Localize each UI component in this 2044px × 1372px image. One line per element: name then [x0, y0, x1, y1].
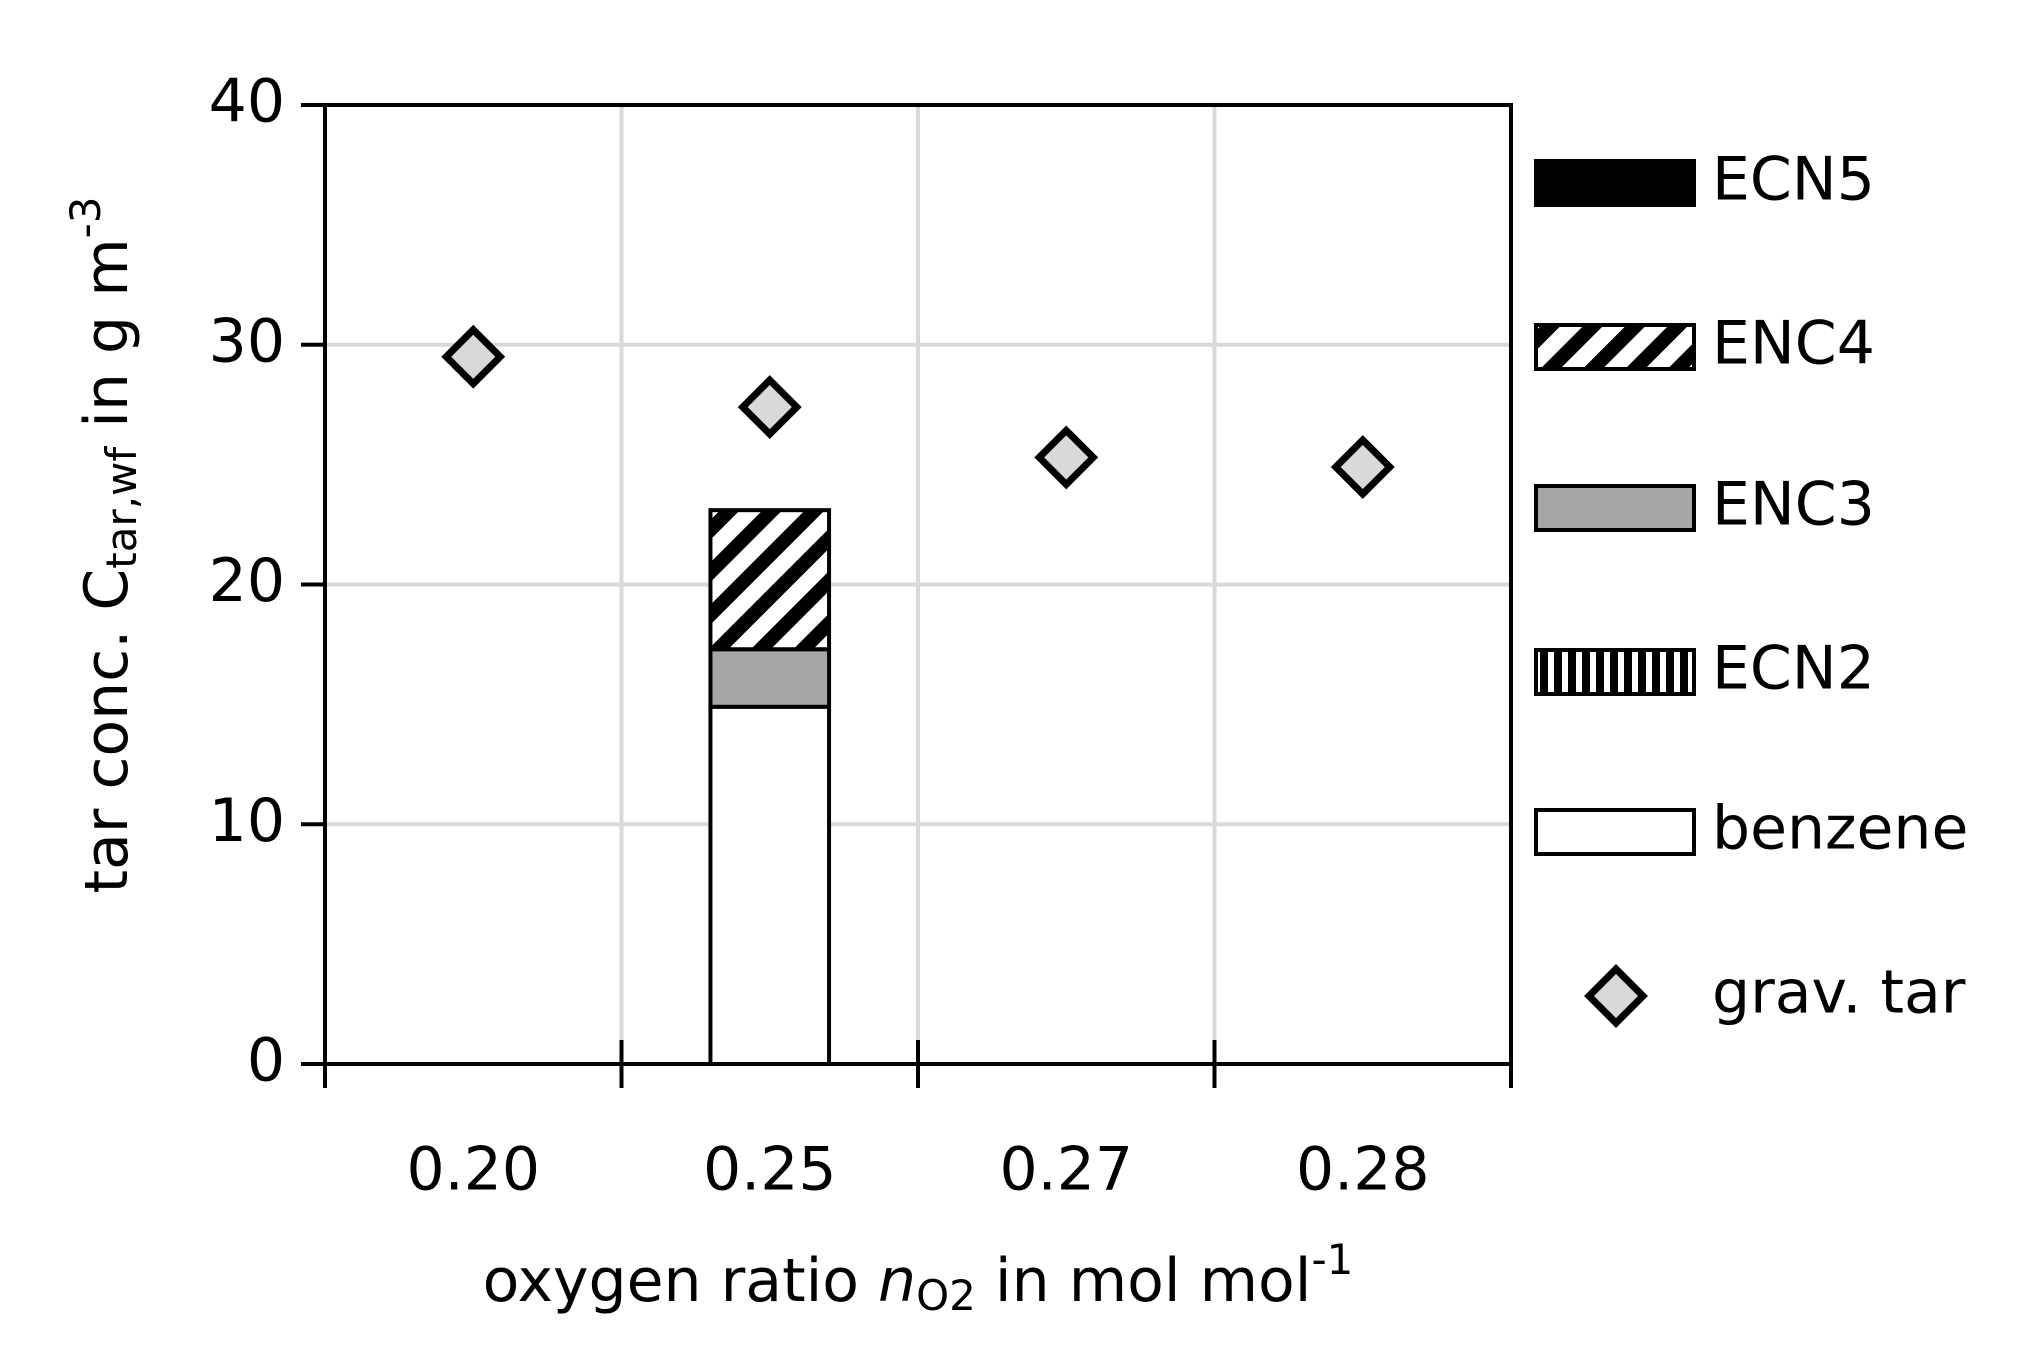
legend-label: grav. tar — [1712, 958, 1966, 1028]
legend-label: ENC4 — [1712, 309, 1875, 379]
legend-symbol — [1584, 964, 1648, 1028]
scatter-point — [1034, 425, 1099, 490]
legend-swatch — [1534, 808, 1696, 856]
legend-swatch — [1534, 323, 1696, 371]
y-tick-label: 40 — [209, 67, 285, 137]
bar-segment — [708, 508, 832, 652]
y-label-sup: -3 — [61, 196, 110, 238]
y-label-part: in g m — [72, 238, 142, 446]
legend-label: ECN2 — [1712, 634, 1875, 704]
x-label-part: in mol mol — [976, 1246, 1312, 1316]
legend-swatch — [1534, 484, 1696, 532]
scatter-point — [1330, 435, 1395, 499]
x-axis-label: oxygen ratio nO2 in mol mol-1 — [483, 1235, 1354, 1320]
plot-frame — [323, 103, 1513, 1066]
grid — [325, 103, 1511, 1064]
x-tick-label: 0.20 — [406, 1135, 540, 1205]
x-tick-label: 0.27 — [999, 1135, 1133, 1205]
x-tick-label: 0.28 — [1296, 1135, 1430, 1205]
scatter-point — [737, 375, 802, 440]
legend-label: ECN5 — [1712, 145, 1875, 215]
legend-swatch — [1534, 648, 1696, 696]
y-label-sub: tar,wf — [97, 446, 146, 569]
x-label-sub: O2 — [916, 1271, 976, 1320]
y-tick-label: 30 — [209, 306, 285, 376]
x-label-sup: -1 — [1311, 1235, 1353, 1284]
legend-label: benzene — [1712, 794, 1968, 864]
y-tick-label: 10 — [209, 786, 285, 856]
x-label-italic: n — [878, 1246, 916, 1316]
scatter-point — [441, 324, 506, 389]
axes: 0 10 20 30 40 0.20 0.25 0.27 0.28 — [209, 67, 1513, 1205]
legend-swatch — [1534, 159, 1696, 207]
y-label-part: tar conc. C — [72, 569, 142, 894]
x-tick-label: 0.25 — [703, 1135, 837, 1205]
x-label-part: oxygen ratio — [483, 1246, 878, 1316]
y-axis-label: tar conc. Ctar,wf in g m-3 — [61, 196, 146, 893]
bar-segment — [708, 704, 832, 1067]
y-tick-label: 20 — [209, 546, 285, 616]
bar-segment — [708, 647, 832, 709]
y-tick-label: 0 — [247, 1026, 285, 1096]
legend-label: ENC3 — [1712, 470, 1875, 540]
